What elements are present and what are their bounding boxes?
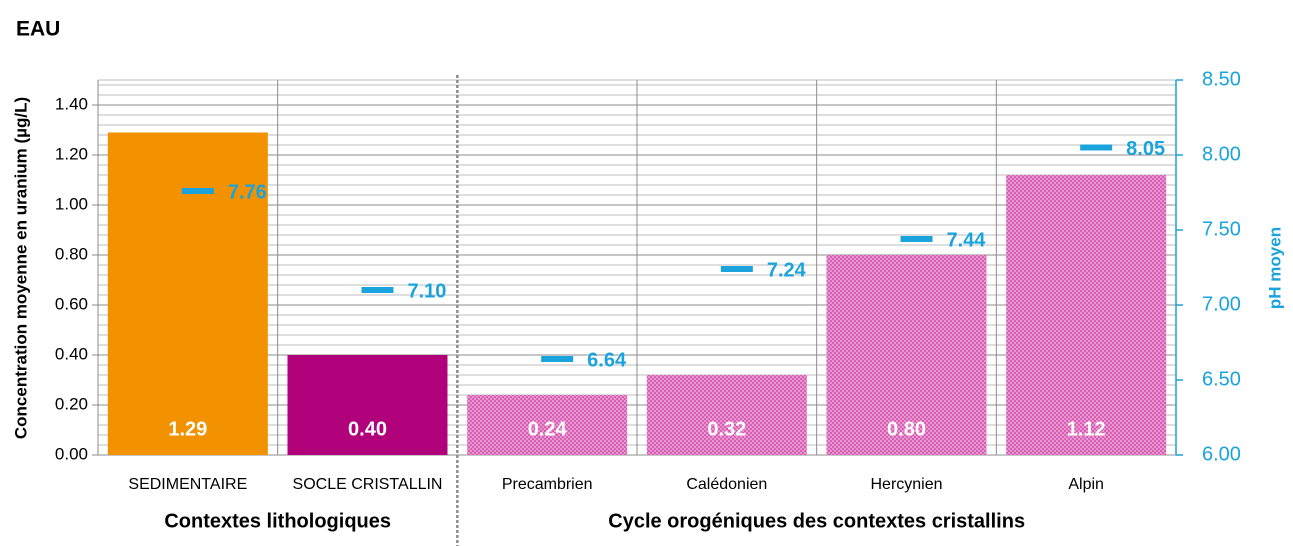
ph-value-label: 7.24 [767, 259, 807, 281]
bar [1006, 175, 1167, 455]
x-tick-label: Alpin [1068, 476, 1104, 493]
x-tick-label: Calédonien [686, 476, 767, 493]
y-tick-label: 1.20 [55, 144, 88, 163]
y-tick-label: 0.20 [55, 394, 88, 413]
bar [826, 255, 987, 455]
chart-title: EAU [16, 18, 60, 41]
ph-value-label: 7.44 [947, 229, 987, 251]
bar-value-label: 1.12 [1067, 418, 1106, 440]
ph-value-label: 6.64 [587, 349, 627, 371]
y2-tick-label: 7.00 [1202, 293, 1241, 315]
ph-marker [900, 236, 933, 242]
bar-value-label: 1.29 [168, 418, 207, 440]
bar [287, 355, 448, 455]
ph-marker [1080, 144, 1113, 151]
y-tick-label: 0.80 [55, 244, 88, 263]
y2-tick-label: 6.00 [1202, 443, 1241, 465]
ph-value-label: 7.10 [408, 280, 447, 302]
ph-marker [181, 188, 214, 194]
y-tick-label: 1.40 [55, 94, 88, 113]
x-group-label: Contextes lithologiques [164, 510, 391, 532]
bar [646, 375, 807, 455]
y2-tick-label: 8.00 [1202, 143, 1241, 165]
ph-marker [541, 356, 574, 362]
x-tick-label: SEDIMENTAIRE [128, 476, 247, 493]
ph-value-label: 7.76 [228, 181, 267, 203]
y-tick-label: 0.40 [55, 344, 88, 363]
bar-value-label: 0.40 [348, 418, 387, 440]
y2-tick-label: 8.50 [1202, 68, 1241, 90]
ph-value-label: 8.05 [1126, 138, 1165, 160]
x-tick-label: Hercynien [870, 476, 942, 493]
y2-axis-label: pH moyen [1265, 227, 1284, 309]
bar [107, 132, 268, 455]
y2-tick-label: 7.50 [1202, 218, 1241, 240]
ph-marker [720, 266, 753, 272]
x-group-label: Cycle orogéniques des contextes cristall… [608, 510, 1025, 532]
y-tick-label: 0.60 [55, 294, 88, 313]
bar-value-label: 0.32 [707, 418, 746, 440]
x-tick-label: Precambrien [502, 476, 593, 493]
bar-value-label: 0.24 [528, 418, 568, 440]
bar [467, 395, 628, 455]
bar-value-label: 0.80 [887, 418, 926, 440]
x-tick-label: SOCLE CRISTALLIN [293, 476, 443, 493]
y2-tick-label: 6.50 [1202, 368, 1241, 390]
y-tick-label: 0.00 [55, 444, 88, 463]
ph-marker [361, 287, 394, 293]
y-axis-label: Concentration moyenne en uranium (µg/L) [11, 97, 30, 439]
y-tick-label: 1.00 [55, 194, 88, 213]
